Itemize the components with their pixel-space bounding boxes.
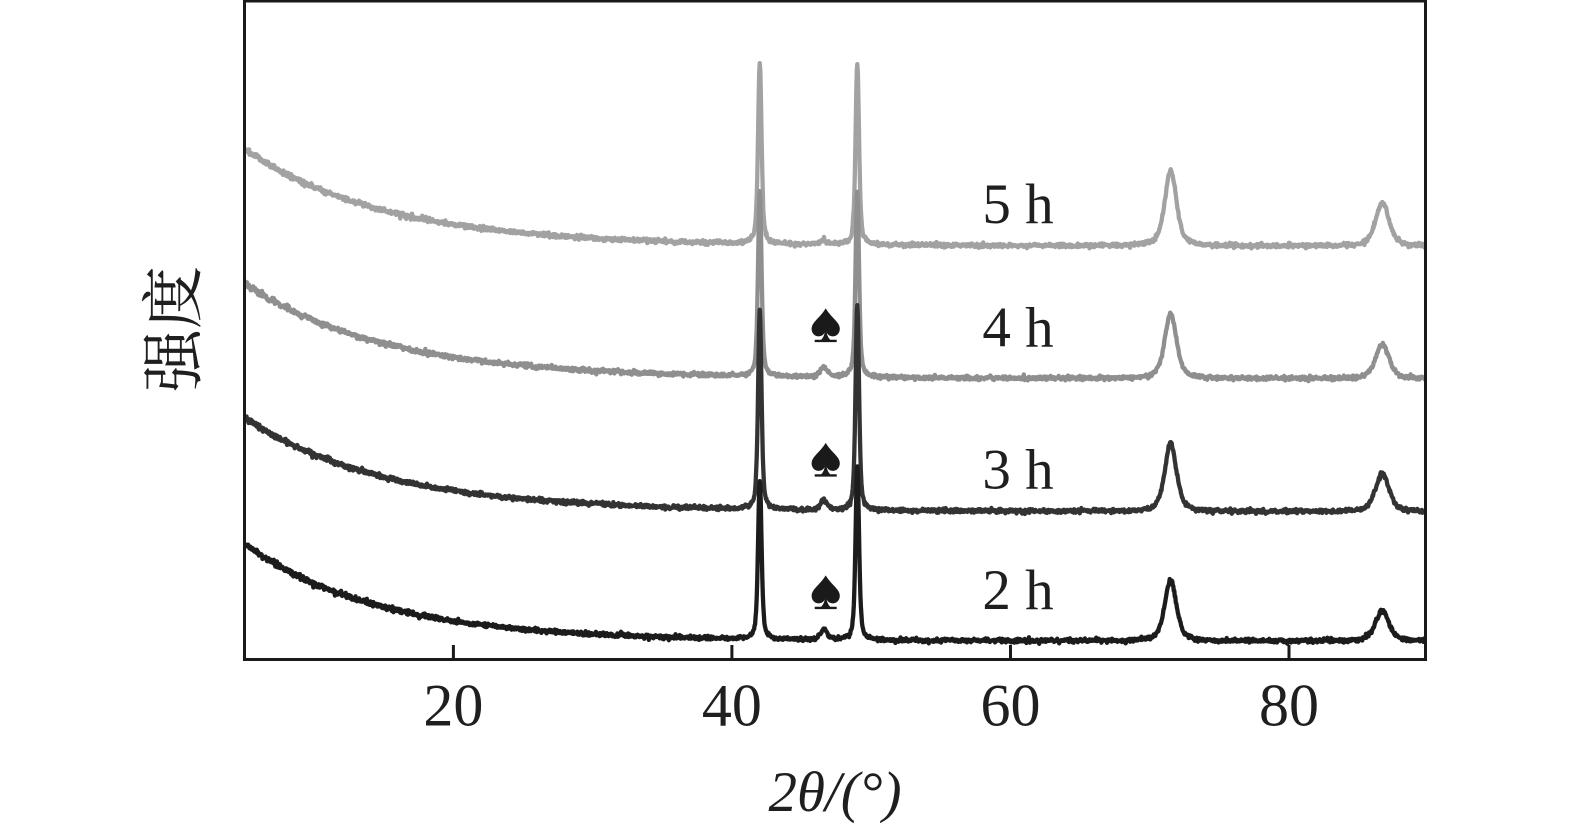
svg-text:20: 20: [423, 673, 483, 739]
svg-text:5 h: 5 h: [982, 173, 1053, 236]
svg-text:40: 40: [702, 673, 762, 739]
svg-text:4 h: 4 h: [982, 297, 1053, 360]
svg-text:80: 80: [1259, 673, 1319, 739]
svg-text:60: 60: [981, 673, 1041, 739]
svg-text:3 h: 3 h: [982, 439, 1053, 502]
svg-text:2θ/(°): 2θ/(°): [768, 761, 901, 824]
svg-text:2 h: 2 h: [982, 559, 1053, 622]
